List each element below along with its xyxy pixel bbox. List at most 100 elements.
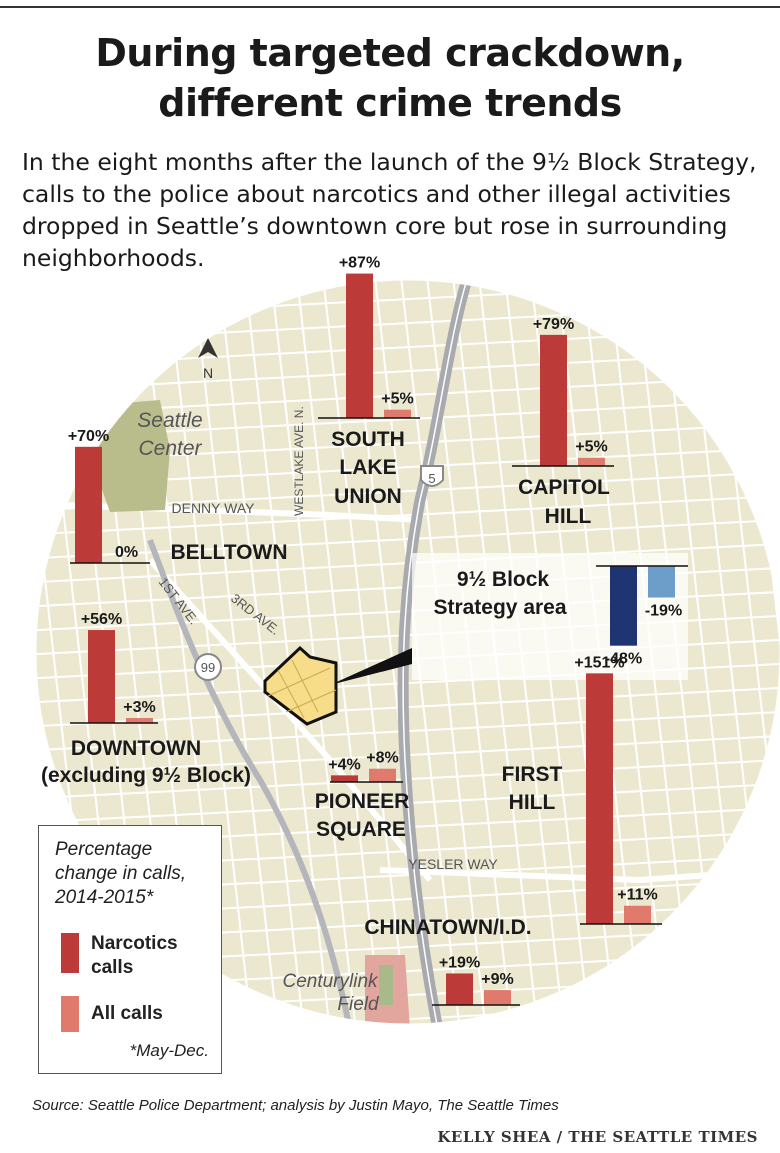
- first-hill-all-calls-bar: [624, 905, 651, 924]
- strategy-callout-pointer: [330, 648, 412, 685]
- strategy-callout-box: [412, 553, 688, 680]
- capitol-hill-narcotics-label: +79%: [533, 316, 574, 333]
- south-lake-union-narcotics-label: +87%: [339, 255, 380, 272]
- capitol-hill-label-2: HILL: [545, 505, 592, 528]
- strategy-area-label-2: Strategy area: [433, 596, 566, 619]
- strategy-area-polygon: [263, 645, 338, 726]
- downtown-excluding-9-block-narcotics-label: +56%: [81, 611, 122, 628]
- seattle-center-label-2: Center: [138, 437, 202, 460]
- legend-box: Percentage change in calls, 2014-2015* N…: [38, 825, 222, 1074]
- street-line: [0, 232, 780, 272]
- legend-narcotics-swatch: [61, 933, 79, 973]
- chart-title: During targeted crackdown, different cri…: [0, 28, 780, 128]
- legend-all-calls-swatch: [61, 996, 79, 1032]
- first-hill-all-calls-label: +11%: [617, 887, 657, 904]
- legend-all-calls-label: All calls: [91, 1003, 163, 1024]
- street-line: [0, 250, 20, 1050]
- title-line-1: During targeted crackdown,: [95, 31, 685, 75]
- south-lake-union-label-1: SOUTH: [331, 428, 405, 451]
- south-lake-union-all-calls-bar: [384, 409, 411, 418]
- legend-narcotics-label: Narcotics calls: [91, 932, 178, 980]
- street-line: [319, 280, 411, 1024]
- street-line: [215, 280, 307, 1024]
- legend-narcotics-line-1: Narcotics: [91, 933, 178, 954]
- south-lake-union-all-calls-label: +5%: [381, 391, 413, 408]
- interstate-5-label: 5: [428, 471, 435, 486]
- highway-99-road: [147, 538, 353, 1024]
- pioneer-square-all-calls-bar: [369, 768, 396, 782]
- first-hill-narcotics-label: +151%: [574, 654, 624, 671]
- street-line: [36, 711, 780, 753]
- chinatown-i-d-narcotics-label: +19%: [439, 954, 480, 971]
- strategy-area-label-1: 9½ Block: [457, 568, 550, 591]
- legend-title-line-3: 2014-2015*: [55, 887, 154, 908]
- yesler-way-label: YESLER WAY: [408, 856, 498, 872]
- chinatown-i-d-all-calls-label: +9%: [481, 971, 513, 988]
- bar-charts: +87% +5% +79% +5% +70% 0% +56% +3% +4% +8% +151% +1…: [68, 255, 688, 1006]
- highway-99-shield-icon: [194, 653, 222, 681]
- south-lake-union-label-3: UNION: [334, 485, 402, 508]
- denny-way-label: DENNY WAY: [172, 500, 256, 516]
- westlake-label: WESTLAKE AVE. N.: [292, 406, 306, 516]
- pioneer-square-all-calls-label: +8%: [366, 750, 398, 767]
- pioneer-square-label-2: SQUARE: [316, 818, 406, 841]
- north-label: N: [203, 365, 213, 381]
- capitol-hill-narcotics-bar: [540, 334, 567, 466]
- interstate-5-shield-icon: [420, 465, 444, 487]
- 9-block-strategy-area-all-calls-label: -19%: [645, 603, 682, 620]
- street-line: [36, 519, 780, 561]
- north-arrow-icon: [198, 338, 218, 358]
- downtown-label-2: (excluding 9½ Block): [41, 764, 251, 787]
- chart-subtitle: In the eight months after the launch of …: [22, 148, 757, 272]
- belltown-label: BELLTOWN: [170, 541, 287, 564]
- legend-title-line-1: Percentage: [55, 839, 153, 860]
- street-line: [0, 208, 780, 248]
- 9-block-strategy-area-narcotics-label: -48%: [605, 651, 642, 668]
- capitol-hill-all-calls-label: +5%: [575, 439, 607, 456]
- south-lake-union-label-2: LAKE: [339, 456, 396, 479]
- street-line: [36, 543, 780, 585]
- street-line: [36, 783, 780, 825]
- source-note: Source: Seattle Police Department; analy…: [32, 1097, 559, 1114]
- chinatown-i-d-all-calls-bar: [484, 990, 511, 1005]
- legend-narcotics-line-2: calls: [91, 957, 134, 978]
- legend-note: *May-Dec.: [129, 1041, 209, 1060]
- first-hill-narcotics-bar: [586, 673, 613, 924]
- downtown-excluding-9-block-narcotics-bar: [88, 630, 115, 723]
- title-line-2: different crime trends: [158, 81, 622, 125]
- centurylink-label-1: Centurylink: [282, 971, 379, 992]
- credit-line: KELLY SHEA / THE SEATTLE TIMES: [437, 1128, 758, 1146]
- 9-block-strategy-area-narcotics-bar: [610, 566, 637, 646]
- first-hill-label-1: FIRST: [502, 763, 563, 786]
- highway-99-label: 99: [201, 660, 215, 675]
- belltown-narcotics-label: +70%: [68, 428, 109, 445]
- belltown-narcotics-bar: [75, 446, 102, 563]
- street-line: [267, 280, 359, 1024]
- street-line: [36, 735, 780, 777]
- chinatown-i-d-narcotics-bar: [446, 973, 473, 1005]
- first-hill-label-2: HILL: [509, 791, 556, 814]
- centurylink-label-2: Field: [337, 994, 380, 1015]
- capitol-hill-label-1: CAPITOL: [518, 476, 610, 499]
- pioneer-square-narcotics-bar: [331, 775, 358, 782]
- seattle-center-label-1: Seattle: [137, 409, 202, 432]
- south-lake-union-narcotics-bar: [346, 273, 373, 418]
- downtown-excluding-9-block-all-calls-label: +3%: [123, 699, 155, 716]
- seattle-center-area: [95, 400, 170, 512]
- legend-title-line-2: change in calls,: [55, 863, 186, 884]
- street-line: [0, 184, 780, 224]
- capitol-hill-all-calls-bar: [578, 457, 605, 466]
- 9-block-strategy-area-all-calls-bar: [648, 566, 675, 598]
- street-line: [241, 280, 333, 1024]
- downtown-label-1: DOWNTOWN: [71, 737, 201, 760]
- street-line: [293, 280, 385, 1024]
- street-line: [0, 160, 780, 200]
- pioneer-square-label-1: PIONEER: [315, 790, 410, 813]
- belltown-all-calls-label: 0%: [115, 544, 138, 561]
- chinatown-label: CHINATOWN/I.D.: [364, 916, 531, 939]
- strategy-area-grid: [267, 659, 337, 719]
- downtown-excluding-9-block-all-calls-bar: [126, 718, 153, 723]
- pioneer-square-narcotics-label: +4%: [328, 756, 360, 773]
- legend-title: Percentage change in calls, 2014-2015*: [55, 838, 186, 910]
